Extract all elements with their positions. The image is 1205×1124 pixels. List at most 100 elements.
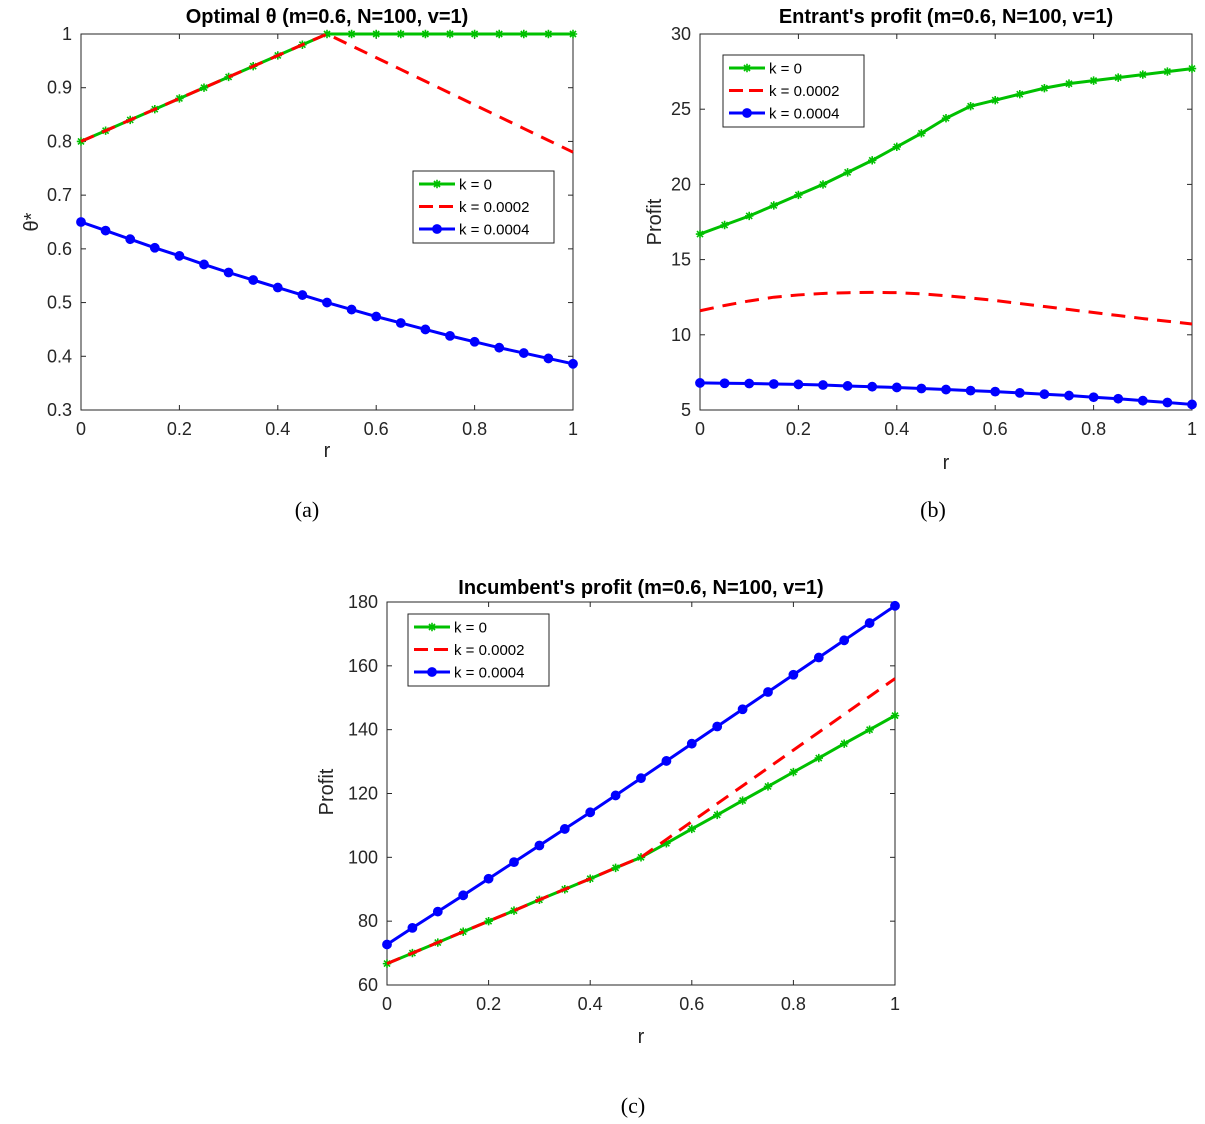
panel-b: Entrant's profit (m=0.6, N=100, v=1) 0 0.… — [644, 6, 1197, 522]
legend-label: k = 0.0002 — [769, 83, 839, 100]
data-point — [469, 336, 480, 347]
legend-marker — [427, 622, 437, 632]
data-point — [686, 738, 697, 749]
panel-b-xlabel: r — [943, 452, 950, 474]
x-tick-label: 0.6 — [364, 419, 389, 439]
data-point — [793, 379, 804, 390]
data-point — [458, 890, 469, 901]
data-point — [100, 225, 111, 236]
y-tick-label: 0.3 — [47, 400, 72, 420]
y-tick-label: 80 — [358, 911, 378, 931]
data-point — [149, 242, 160, 253]
panel-a-xlabel: r — [324, 440, 331, 462]
data-point — [712, 721, 723, 732]
data-point — [559, 824, 570, 834]
data-point — [518, 348, 529, 358]
data-point — [611, 863, 620, 873]
data-point — [445, 330, 455, 341]
panel-a: Optimal θ (m=0.6, N=100, v=1) 0 0.2 0.4 0.6… — [21, 6, 578, 522]
data-point — [445, 29, 455, 39]
legend-label: k = 0 — [769, 61, 802, 78]
data-point — [917, 129, 926, 138]
legend-label: k = 0.0002 — [459, 199, 529, 216]
panel-c-legend: k = 0 k = 0.0002 k = 0.0004 — [407, 613, 550, 687]
data-point — [395, 318, 406, 328]
legend-label: k = 0.0004 — [769, 106, 839, 123]
legend-label: k = 0.0004 — [454, 665, 524, 682]
data-point — [814, 753, 823, 763]
data-point — [891, 382, 902, 393]
data-point — [661, 756, 672, 766]
data-point — [1015, 89, 1024, 99]
y-tick-label: 30 — [671, 24, 691, 44]
data-point — [248, 275, 259, 285]
x-tick-label: 0 — [382, 994, 392, 1014]
data-point — [794, 190, 803, 200]
legend-label: k = 0 — [459, 177, 492, 194]
data-point — [519, 29, 528, 39]
data-point — [568, 29, 578, 39]
y-tick-label: 10 — [671, 325, 691, 345]
y-tick-label: 0.8 — [47, 131, 72, 151]
data-point — [695, 229, 705, 239]
data-point — [1040, 83, 1049, 93]
x-tick-label: 1 — [568, 419, 578, 439]
y-tick-label: 0.4 — [47, 346, 72, 366]
data-point — [509, 906, 519, 915]
panel-c: Incumbent's profit (m=0.6, N=100, v=1) 0… — [316, 577, 900, 1118]
y-tick-label: 1 — [62, 24, 72, 44]
data-point — [990, 386, 1001, 397]
data-point — [1138, 70, 1147, 79]
y-tick-label: 0.7 — [47, 185, 72, 205]
legend-label: k = 0 — [454, 620, 487, 637]
data-point — [544, 29, 553, 39]
data-point — [509, 857, 519, 868]
data-point — [125, 234, 136, 245]
data-point — [272, 282, 283, 293]
data-point — [1064, 390, 1074, 401]
data-point — [763, 687, 773, 697]
legend-marker — [742, 63, 752, 73]
data-point — [372, 29, 381, 39]
data-point — [1064, 79, 1074, 88]
y-tick-label: 0.5 — [47, 293, 72, 313]
x-tick-label: 0.2 — [167, 419, 192, 439]
data-point — [818, 180, 828, 189]
y-tick-label: 0.6 — [47, 239, 72, 259]
x-tick-label: 0.4 — [265, 419, 290, 439]
data-point — [1187, 399, 1197, 410]
y-tick-label: 100 — [348, 847, 378, 867]
data-point — [543, 353, 554, 364]
panel-a-title: Optimal θ (m=0.6, N=100, v=1) — [186, 6, 469, 28]
data-point — [965, 385, 976, 396]
data-point — [568, 358, 578, 369]
data-point — [470, 29, 479, 39]
data-point — [738, 796, 747, 805]
legend-label: k = 0.0002 — [454, 642, 524, 659]
data-point — [223, 267, 234, 278]
data-point — [495, 29, 504, 39]
data-point — [890, 711, 900, 720]
data-point — [789, 767, 798, 777]
data-point — [322, 297, 332, 308]
data-point — [636, 853, 646, 862]
data-point — [1137, 395, 1148, 406]
legend-label: k = 0.0004 — [459, 222, 529, 239]
data-point — [890, 600, 900, 611]
data-point — [1114, 73, 1123, 82]
y-tick-label: 15 — [671, 250, 691, 270]
data-point — [662, 839, 671, 848]
data-point — [421, 29, 430, 39]
x-tick-label: 1 — [1187, 419, 1197, 439]
x-tick-label: 0.4 — [884, 419, 909, 439]
data-point — [842, 381, 853, 391]
panel-c-caption: (c) — [621, 1093, 645, 1118]
data-point — [1162, 397, 1173, 408]
data-point — [840, 739, 849, 748]
panel-a-plot: 0 0.2 0.4 0.6 0.8 1 0.3 0.4 0.5 0.6 0.7 0.8 0.9 1 k = … — [47, 24, 578, 439]
data-point — [941, 384, 951, 395]
data-point — [695, 378, 705, 388]
x-tick-label: 1 — [890, 994, 900, 1014]
data-point — [1113, 393, 1124, 404]
